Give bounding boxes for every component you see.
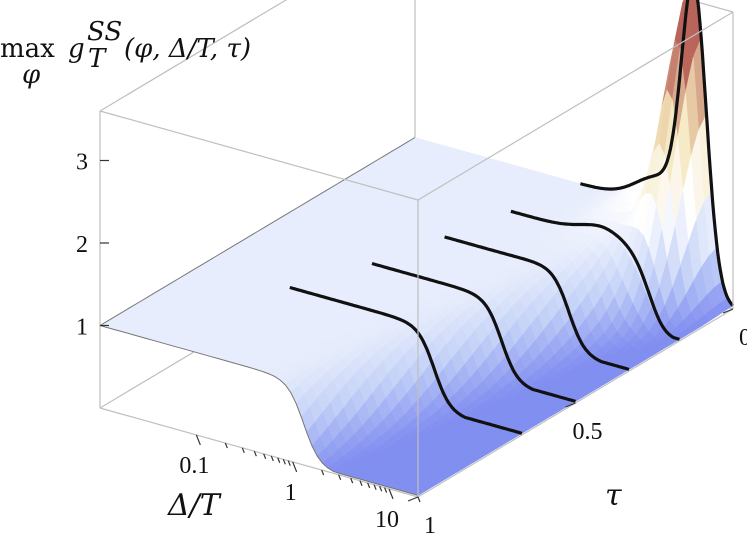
- z-title-op: max: [0, 34, 55, 64]
- surface-front-edge: [99, 325, 419, 496]
- z-title-args: (φ, Δ/T, τ): [124, 34, 251, 64]
- x-tick-label: 1: [285, 480, 297, 506]
- x-minor-tick: [253, 450, 257, 457]
- y-axis-title: τ: [605, 478, 622, 513]
- tick-marks: [100, 159, 734, 503]
- x-minor-tick: [379, 486, 383, 492]
- series-curve-tau-0.17: [510, 209, 680, 341]
- series-curves: [289, 0, 735, 435]
- z-tick-label: 3: [76, 150, 88, 176]
- x-tick-label: 0.1: [179, 453, 209, 479]
- box-edge: [99, 407, 419, 498]
- y-tick: [565, 402, 576, 408]
- x-minor-tick: [321, 469, 325, 476]
- series-curve-tau-0.67: [289, 285, 523, 435]
- x-minor-tick: [384, 487, 388, 493]
- x-minor-tick: [367, 482, 371, 489]
- z-title-fn-sup: SS: [87, 17, 122, 47]
- x-axis-title: Δ/T: [167, 488, 222, 523]
- x-minor-tick: [277, 457, 281, 463]
- x-minor-tick: [270, 455, 274, 462]
- surface: [99, 0, 734, 496]
- x-minor-tick: [287, 460, 291, 466]
- surface-left-edge: [99, 137, 416, 326]
- series-curve-tau-0.5: [371, 261, 576, 403]
- y-tick: [722, 308, 734, 314]
- x-minor-tick: [359, 480, 363, 486]
- x-tick: [388, 488, 394, 500]
- z-title-op-sub: φ: [22, 60, 41, 90]
- x-minor-tick: [241, 447, 245, 454]
- x-tick-label: 10: [375, 507, 399, 533]
- y-tick-label: 0.5: [573, 419, 603, 445]
- box-edge: [99, 110, 419, 201]
- tick-labels: 0.1 1 10 0 0.5 1 1 2 3: [76, 150, 747, 540]
- y-tick: [407, 496, 419, 502]
- x-tick: [195, 434, 201, 446]
- z-title-fn-sub: T: [88, 44, 107, 74]
- series-curve-tau-0.33: [444, 235, 630, 371]
- x-minor-tick: [350, 477, 354, 484]
- x-minor-tick: [417, 496, 421, 503]
- z-tick-label: 1: [76, 315, 88, 341]
- x-minor-tick: [373, 484, 377, 490]
- series-curve-tau-0: [580, 0, 735, 307]
- y-tick-label: 0: [739, 325, 747, 351]
- z-axis-title: max φ g SS T (φ, Δ/T, τ): [0, 17, 251, 90]
- y-tick-label: 1: [424, 513, 436, 539]
- box-edge: [417, 11, 734, 201]
- x-minor-tick: [224, 442, 228, 449]
- box-edge: [99, 0, 288, 112]
- z-title-fn: g: [68, 34, 85, 64]
- x-tick: [292, 461, 298, 473]
- x-minor-tick: [263, 453, 267, 460]
- z-tick-label: 2: [76, 232, 88, 258]
- x-minor-tick: [338, 474, 342, 481]
- x-minor-tick: [282, 459, 286, 465]
